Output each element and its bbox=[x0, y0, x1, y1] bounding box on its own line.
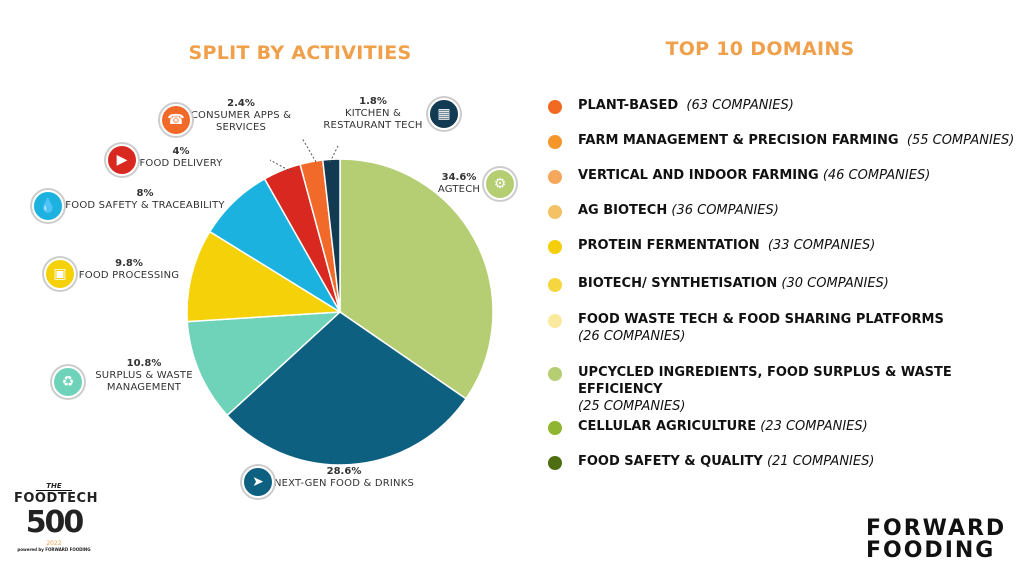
label-consumer-apps: 2.4% CONSUMER APPS & SERVICES bbox=[190, 98, 292, 133]
label-food-processing: 9.8% FOOD PROCESSING bbox=[78, 258, 180, 281]
domain-dot bbox=[548, 100, 562, 114]
factory-icon: ▣ bbox=[44, 258, 76, 290]
leader-line bbox=[329, 145, 339, 163]
leader-line bbox=[301, 137, 317, 163]
domain-dot bbox=[548, 240, 562, 254]
foodtech-500-logo: THE FOODTECH 500 2022 powered by FORWARD… bbox=[14, 482, 98, 552]
leader-line bbox=[269, 159, 293, 173]
phone-app-icon: ☎ bbox=[160, 104, 192, 136]
domain-dot bbox=[548, 367, 562, 381]
delivery-truck-icon: ▶ bbox=[106, 144, 138, 176]
domain-dot bbox=[548, 278, 562, 292]
tractor-icon: ⚙ bbox=[484, 168, 516, 200]
domain-dot bbox=[548, 205, 562, 219]
label-next-gen: 28.6% NEXT-GEN FOOD & DRINKS bbox=[273, 466, 415, 489]
domain-dot bbox=[548, 456, 562, 470]
pie-slice-surplus-waste-management bbox=[186, 311, 343, 417]
recycle-icon: ♻ bbox=[52, 366, 84, 398]
domain-dot bbox=[548, 421, 562, 435]
drop-shield-icon: 💧 bbox=[32, 190, 64, 222]
oven-icon: ▦ bbox=[428, 98, 460, 130]
pie-slice-kitchen-restaurant-tech bbox=[321, 158, 341, 313]
pie-slice-agtech bbox=[339, 158, 494, 400]
right-title: TOP 10 DOMAINS bbox=[665, 38, 855, 60]
forward-fooding-logo: FORWARD FOODING bbox=[866, 516, 1007, 563]
left-title: SPLIT BY ACTIVITIES bbox=[188, 42, 412, 64]
rocket-icon: ➤ bbox=[242, 466, 274, 498]
label-food-safety: 8% FOOD SAFETY & TRACEABILITY bbox=[65, 188, 225, 211]
label-food-delivery: 4% FOOD DELIVERY bbox=[139, 146, 223, 169]
label-kitchen: 1.8% KITCHEN & RESTAURANT TECH bbox=[323, 96, 423, 131]
pie-slice-next-gen-food-drinks bbox=[226, 311, 468, 466]
label-agtech: 34.6% AGTECH bbox=[437, 172, 481, 195]
domain-dot bbox=[548, 135, 562, 149]
label-surplus: 10.8% SURPLUS & WASTE MANAGEMENT bbox=[95, 358, 193, 393]
domain-dot bbox=[548, 314, 562, 328]
domain-dot bbox=[548, 170, 562, 184]
pie-slice-food-processing bbox=[186, 230, 343, 323]
